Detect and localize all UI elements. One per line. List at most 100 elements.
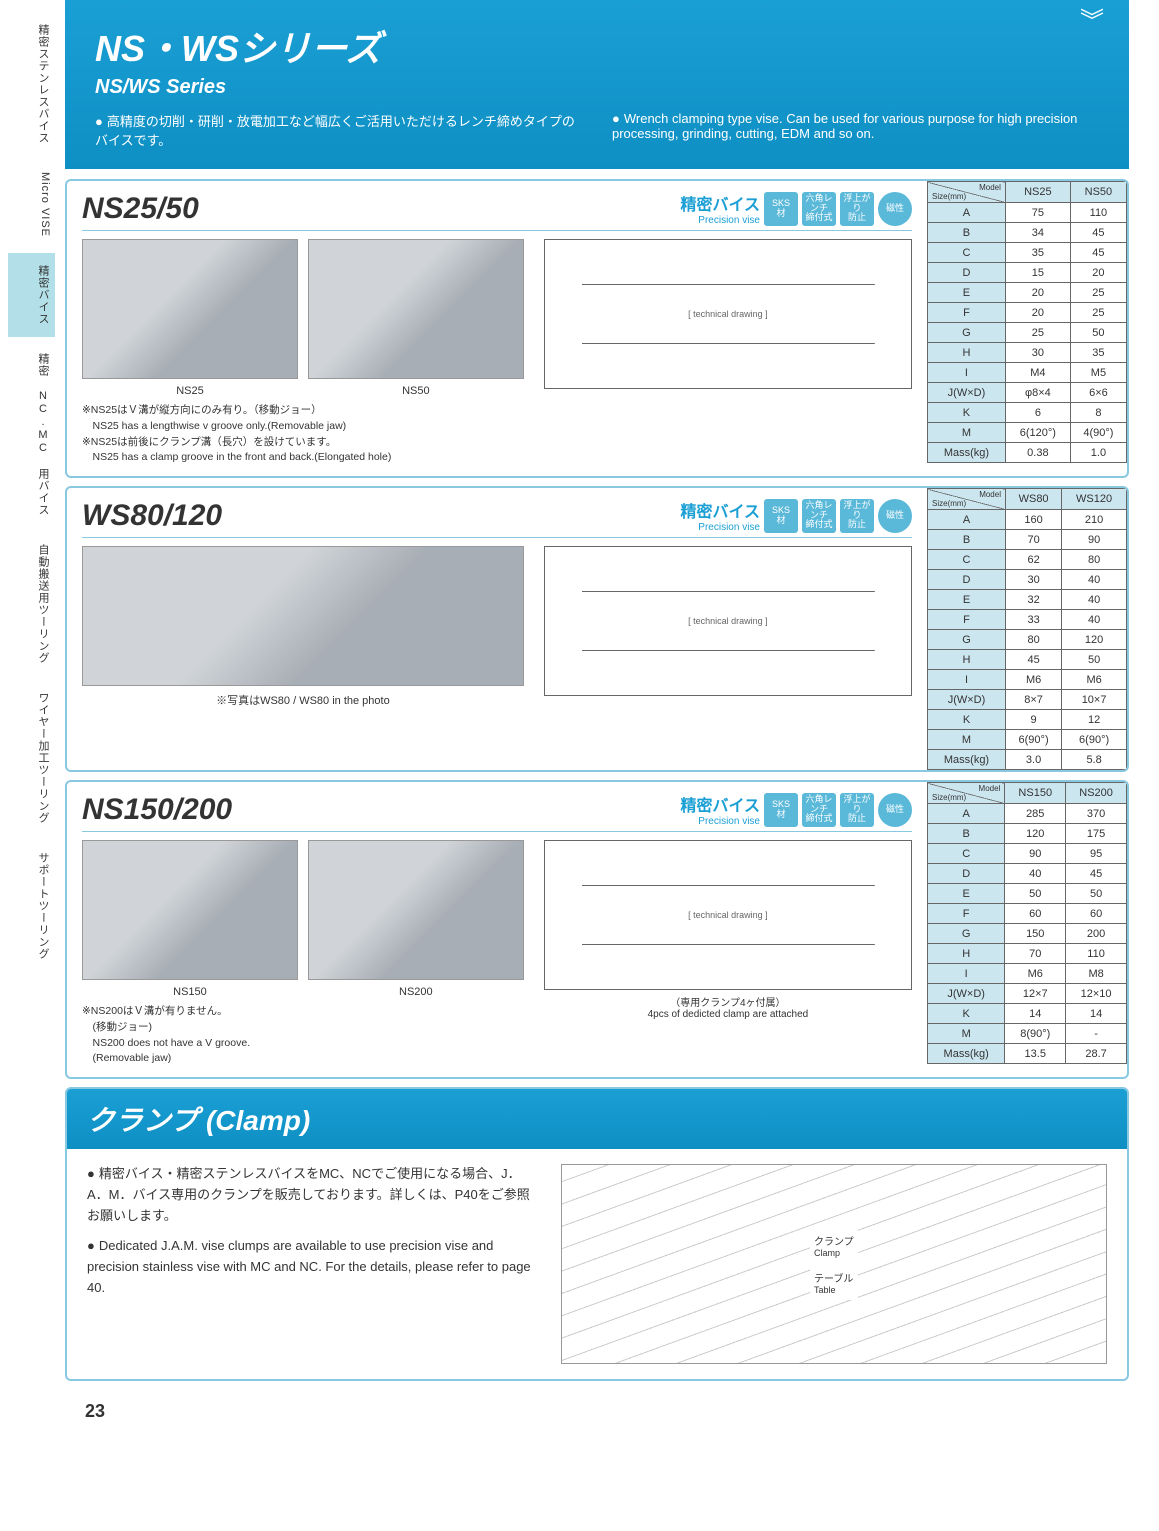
table-param: A bbox=[928, 203, 1006, 223]
table-cell: 3.0 bbox=[1005, 750, 1061, 770]
table-param: J(W×D) bbox=[928, 690, 1006, 710]
table-param: B bbox=[928, 223, 1006, 243]
table-cell: 45 bbox=[1070, 243, 1126, 263]
badge-2: 浮上がり防止 bbox=[840, 793, 874, 827]
table-cell: 120 bbox=[1005, 824, 1066, 844]
product-photo bbox=[82, 840, 298, 980]
table-model-header: NS25 bbox=[1005, 182, 1070, 203]
clamp-section: クランプ (Clamp) 精密バイス・精密ステンレスバイスをMC、NCでご使用に… bbox=[65, 1087, 1129, 1381]
sidebar-tab-6[interactable]: サポートツーリング bbox=[8, 840, 55, 972]
table-param: I bbox=[928, 363, 1006, 383]
badge-0: SKS材 bbox=[764, 192, 798, 226]
table-cell: 200 bbox=[1066, 924, 1127, 944]
product-title: NS25/50 bbox=[82, 192, 199, 226]
table-param: I bbox=[928, 964, 1005, 984]
table-cell: 60 bbox=[1005, 904, 1066, 924]
badge-1: 六角レンチ締付式 bbox=[802, 793, 836, 827]
table-cell: 14 bbox=[1066, 1004, 1127, 1024]
clamp-text-jp: 精密バイス・精密ステンレスバイスをMC、NCでご使用になる場合、J．A．M．バイ… bbox=[87, 1164, 541, 1226]
table-param: M bbox=[928, 730, 1006, 750]
table-param: F bbox=[928, 904, 1005, 924]
photo-label: NS50 bbox=[308, 385, 524, 397]
table-model-header: WS120 bbox=[1062, 489, 1127, 510]
product-photo bbox=[308, 239, 524, 379]
table-param: M bbox=[928, 1024, 1005, 1044]
table-cell: 75 bbox=[1005, 203, 1070, 223]
tech-diagram: [ technical drawing ] bbox=[544, 546, 912, 696]
table-param: B bbox=[928, 530, 1006, 550]
product-note: ※NS25は前後にクランプ溝（長穴）を設けています。 bbox=[82, 435, 524, 451]
table-param: E bbox=[928, 884, 1005, 904]
table-param: D bbox=[928, 570, 1006, 590]
table-param: D bbox=[928, 263, 1006, 283]
product-note: (Removable jaw) bbox=[82, 1051, 524, 1067]
table-param: A bbox=[928, 804, 1005, 824]
table-cell: 6(90°) bbox=[1062, 730, 1127, 750]
table-cell: 62 bbox=[1005, 550, 1061, 570]
table-cell: 34 bbox=[1005, 223, 1070, 243]
table-cell: 370 bbox=[1066, 804, 1127, 824]
table-cell: 90 bbox=[1062, 530, 1127, 550]
table-cell: 120 bbox=[1062, 630, 1127, 650]
header-title-jp: NS・WSシリーズ bbox=[95, 20, 1099, 72]
product-photo bbox=[82, 546, 524, 686]
header-desc-en: Wrench clamping type vise. Can be used f… bbox=[612, 111, 1099, 149]
table-cell: 25 bbox=[1070, 283, 1126, 303]
table-cell: 110 bbox=[1066, 944, 1127, 964]
table-cell: 8 bbox=[1070, 403, 1126, 423]
sidebar: 精密ステンレスバイスMicro VISE精密バイス精密 NC.MC 用バイス自動… bbox=[0, 0, 55, 1442]
table-param: Mass(kg) bbox=[928, 750, 1006, 770]
product-note: (移動ジョー) bbox=[82, 1020, 524, 1036]
table-cell: 95 bbox=[1066, 844, 1127, 864]
table-corner: ModelSize(mm) bbox=[928, 182, 1006, 203]
sidebar-tab-2[interactable]: 精密バイス bbox=[8, 253, 55, 337]
table-param: D bbox=[928, 864, 1005, 884]
table-cell: 20 bbox=[1005, 303, 1070, 323]
sidebar-tab-0[interactable]: 精密ステンレスバイス bbox=[8, 12, 55, 156]
table-cell: 50 bbox=[1066, 884, 1127, 904]
table-cell: 30 bbox=[1005, 570, 1061, 590]
table-cell: 8(90°) bbox=[1005, 1024, 1066, 1044]
clamp-diagram: クランプ Clamp テーブル Table bbox=[561, 1164, 1107, 1364]
product-title: NS150/200 bbox=[82, 793, 232, 827]
table-cell: 6(120°) bbox=[1005, 423, 1070, 443]
table-cell: 25 bbox=[1005, 323, 1070, 343]
product-note: ※NS25はＶ溝が縦方向にのみ有り。（移動ジョー） bbox=[82, 403, 524, 419]
product-photo bbox=[82, 239, 298, 379]
table-param: E bbox=[928, 590, 1006, 610]
badge-3: 磁性 bbox=[878, 192, 912, 226]
product-title: WS80/120 bbox=[82, 499, 222, 533]
table-cell: 50 bbox=[1005, 884, 1066, 904]
table-label-jp: テーブル bbox=[814, 1274, 853, 1285]
table-cell: 210 bbox=[1062, 510, 1127, 530]
table-cell: 6×6 bbox=[1070, 383, 1126, 403]
table-param: G bbox=[928, 323, 1006, 343]
table-param: M bbox=[928, 423, 1006, 443]
table-param: I bbox=[928, 670, 1006, 690]
sidebar-tab-5[interactable]: ワイヤー加工ツーリング bbox=[8, 680, 55, 836]
table-model-header: NS150 bbox=[1005, 783, 1066, 804]
table-param: H bbox=[928, 650, 1006, 670]
table-cell: 285 bbox=[1005, 804, 1066, 824]
table-cell: 28.7 bbox=[1066, 1044, 1127, 1064]
table-cell: 32 bbox=[1005, 590, 1061, 610]
table-param: Mass(kg) bbox=[928, 443, 1006, 463]
table-cell: φ8×4 bbox=[1005, 383, 1070, 403]
table-cell: 4(90°) bbox=[1070, 423, 1126, 443]
sidebar-tab-1[interactable]: Micro VISE bbox=[8, 160, 55, 249]
table-cell: M6 bbox=[1005, 670, 1061, 690]
table-cell: 1.0 bbox=[1070, 443, 1126, 463]
table-corner: ModelSize(mm) bbox=[928, 489, 1006, 510]
table-cell: 150 bbox=[1005, 924, 1066, 944]
header-title-en: NS/WS Series bbox=[95, 76, 1099, 99]
table-cell: 25 bbox=[1070, 303, 1126, 323]
tech-diagram: [ technical drawing ] bbox=[544, 840, 912, 990]
sidebar-tab-4[interactable]: 自動搬送用ツーリング bbox=[8, 532, 55, 676]
table-cell: 40 bbox=[1062, 610, 1127, 630]
table-cell: 160 bbox=[1005, 510, 1061, 530]
table-param: J(W×D) bbox=[928, 383, 1006, 403]
table-param: J(W×D) bbox=[928, 984, 1005, 1004]
table-param: G bbox=[928, 924, 1005, 944]
sidebar-tab-3[interactable]: 精密 NC.MC 用バイス bbox=[8, 341, 55, 528]
table-param: K bbox=[928, 1004, 1005, 1024]
